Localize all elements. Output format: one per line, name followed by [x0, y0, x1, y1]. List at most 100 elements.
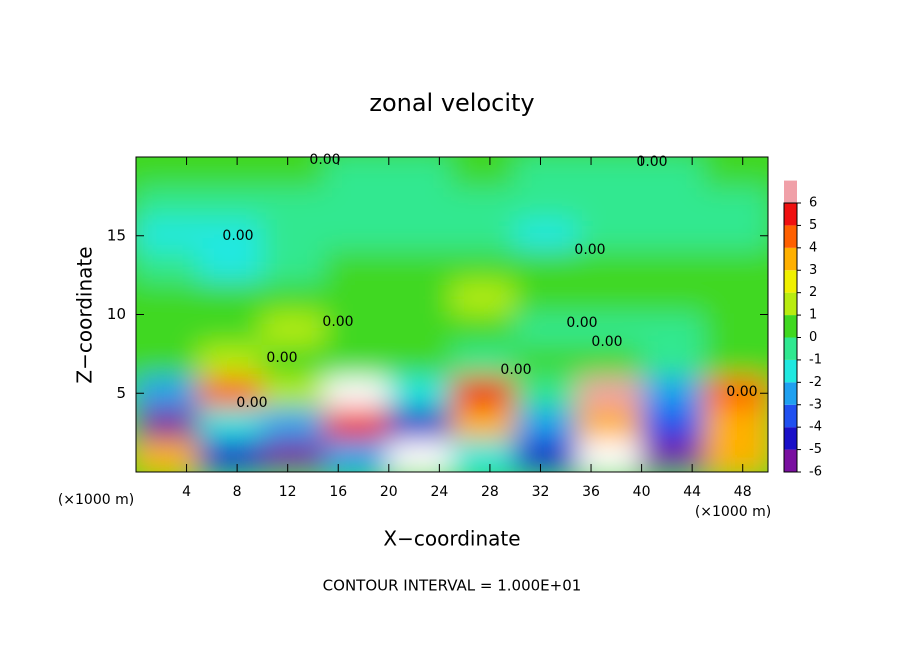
- field-cell: [261, 313, 327, 347]
- field-cell: [451, 219, 517, 253]
- footer-note: CONTOUR INTERVAL = 1.000E+01: [323, 577, 582, 595]
- contour-label: 0.00: [500, 362, 531, 378]
- field-cell: [387, 157, 453, 190]
- field-cell: [387, 219, 453, 253]
- x-tick-label: 48: [734, 484, 752, 500]
- field-cell: [136, 157, 201, 190]
- colorbar-tick-label: 2: [809, 285, 817, 300]
- field-cell: [387, 408, 453, 442]
- field-cell: [136, 408, 201, 442]
- field-cell: [640, 408, 706, 442]
- field-cell: [387, 282, 453, 316]
- field-cell: [514, 157, 580, 190]
- field-cell: [324, 157, 390, 190]
- contour-label: 0.00: [726, 384, 757, 400]
- colorbar-swatch: [784, 203, 797, 226]
- colorbar-tick-label: -6: [809, 465, 822, 480]
- field-cell: [387, 313, 453, 347]
- contour-label: 0.00: [266, 350, 297, 366]
- contour-label: 0.00: [574, 242, 605, 258]
- colorbar-swatch: [784, 337, 797, 360]
- field-cell: [136, 345, 201, 379]
- y-tick-label: 5: [116, 384, 126, 402]
- field-cell: [324, 187, 390, 221]
- field-cell: [640, 439, 706, 472]
- field-cell: [703, 282, 768, 316]
- field-cell: [324, 376, 390, 410]
- contour-label: 0.00: [222, 228, 253, 244]
- field-cell: [514, 345, 580, 379]
- x-tick-label: 36: [582, 484, 600, 500]
- field-cell: [451, 345, 517, 379]
- field-cell: [198, 408, 264, 442]
- field-cell: [324, 282, 390, 316]
- colorbar-swatch: [784, 315, 797, 338]
- field-cell: [387, 439, 453, 472]
- field-cell: [261, 345, 327, 379]
- field-cell: [640, 219, 706, 253]
- colorbar-tick-label: -2: [809, 375, 822, 390]
- field-cells: [136, 157, 768, 472]
- field-cell: [577, 345, 643, 379]
- colorbar-swatch: [784, 404, 797, 428]
- field-cell: [514, 282, 580, 316]
- contour-label: 0.00: [566, 315, 597, 331]
- colorbar-tick-label: -1: [809, 352, 822, 367]
- field-cell: [451, 408, 517, 442]
- field-cell: [136, 250, 201, 284]
- colorbar-swatch: [784, 247, 797, 271]
- field-cell: [703, 219, 768, 253]
- x-tick-label: 8: [233, 484, 242, 500]
- field-cell: [640, 250, 706, 284]
- field-cell: [198, 219, 264, 253]
- colorbar-swatch: [784, 427, 797, 450]
- field-cell: [136, 187, 201, 221]
- contour-label: 0.00: [236, 395, 267, 411]
- field-cell: [261, 250, 327, 284]
- field-cell: [136, 282, 201, 316]
- field-cell: [577, 376, 643, 410]
- y-axis-label: Z−coordinate: [73, 246, 97, 383]
- colorbar-swatch: [784, 270, 797, 293]
- field: [136, 157, 768, 472]
- colorbar-tick-label: -5: [809, 442, 822, 457]
- field-cell: [387, 187, 453, 221]
- field-cell: [198, 345, 264, 379]
- field-cell: [514, 376, 580, 410]
- field-cell: [514, 408, 580, 442]
- field-cell: [198, 187, 264, 221]
- field-cell: [451, 439, 517, 472]
- field-cell: [198, 376, 264, 410]
- contour-label: 0.00: [591, 334, 622, 350]
- field-cell: [577, 282, 643, 316]
- field-cell: [514, 187, 580, 221]
- field-cell: [703, 439, 768, 472]
- field-cell: [387, 376, 453, 410]
- field-cell: [324, 219, 390, 253]
- field-cell: [324, 345, 390, 379]
- field-cell: [703, 313, 768, 347]
- y-tick-label: 10: [107, 305, 126, 323]
- colorbar-tick-label: 1: [809, 308, 817, 323]
- field-cell: [198, 250, 264, 284]
- x-tick-label: 20: [380, 484, 398, 500]
- field-cell: [640, 282, 706, 316]
- field-cell: [703, 345, 768, 379]
- field-cell: [324, 250, 390, 284]
- field-cell: [136, 313, 201, 347]
- field-cell: [451, 187, 517, 221]
- field-cell: [198, 439, 264, 472]
- colorbar-swatch: [784, 359, 797, 383]
- field-cell: [451, 282, 517, 316]
- colorbar-tick-label: -3: [809, 397, 822, 412]
- colorbar-swatch: [784, 180, 797, 203]
- colorbar-swatch: [784, 382, 797, 405]
- colorbar-tick-label: 3: [809, 263, 817, 278]
- x-tick-label: 32: [532, 484, 550, 500]
- field-cell: [261, 187, 327, 221]
- field-cell: [514, 250, 580, 284]
- x-axis-label: X−coordinate: [383, 527, 520, 551]
- field-cell: [514, 313, 580, 347]
- colorbar-swatch: [784, 449, 797, 472]
